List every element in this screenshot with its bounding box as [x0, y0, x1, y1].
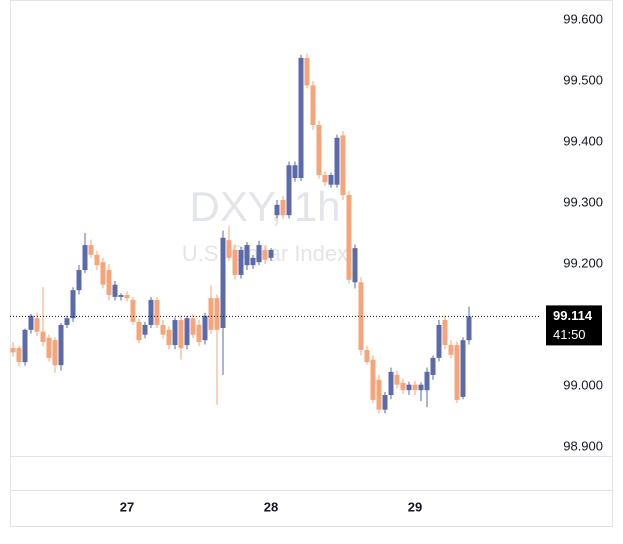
candle-body [46, 337, 52, 358]
candle-body [466, 316, 472, 341]
y-tick-label: 99.600 [563, 12, 603, 27]
candle-body [442, 320, 448, 346]
candle-body [148, 299, 154, 325]
candle-body [94, 254, 100, 266]
candle-body [250, 257, 256, 266]
y-tick-label: 99.500 [563, 73, 603, 88]
candle-body [394, 374, 400, 385]
candle-body [82, 245, 88, 271]
candle-body [28, 315, 34, 330]
candle-body [412, 384, 418, 391]
candle-body [460, 340, 466, 397]
candle-body [256, 245, 262, 263]
y-tick-label: 99.400 [563, 133, 603, 148]
watermark-title: DXY, 1h [190, 183, 341, 230]
candle-body [268, 249, 274, 258]
candle-body [406, 384, 412, 391]
candle-body [202, 315, 208, 341]
candle-body [70, 290, 76, 319]
candle-body [214, 298, 220, 330]
candle-body [40, 331, 46, 342]
candle-body [274, 204, 280, 216]
candle-body [190, 318, 196, 335]
candle-body [424, 371, 430, 391]
candle-body [52, 340, 58, 366]
candle-body [160, 324, 166, 335]
candle-body [316, 124, 322, 175]
candle-body [142, 324, 148, 335]
candle-body [154, 299, 160, 325]
candle-body [22, 329, 28, 363]
candle-body [100, 262, 106, 285]
candle-body [196, 324, 202, 342]
candle-body [34, 318, 40, 332]
candle-body [376, 379, 382, 410]
candle-body [370, 359, 376, 400]
candle-body [16, 348, 22, 363]
candle-body [400, 382, 406, 391]
candle-body [346, 195, 352, 280]
candle-body [172, 320, 178, 346]
candle-body [430, 357, 436, 375]
candle-body [340, 135, 346, 196]
last-price-box [546, 305, 602, 346]
candle-body [328, 174, 334, 185]
candle-body [166, 329, 172, 346]
x-tick-label: 27 [120, 499, 134, 514]
candle-body [76, 270, 82, 291]
candle-body [184, 318, 190, 346]
candle-body [220, 237, 226, 328]
x-tick-label: 29 [408, 499, 422, 514]
candle-body [298, 57, 304, 179]
candle-body [238, 249, 244, 275]
candle-body [124, 295, 130, 299]
x-tick-label: 28 [264, 499, 278, 514]
candle-body [58, 324, 64, 366]
candle-body [130, 299, 136, 322]
candle-body [244, 245, 250, 266]
candle-body [436, 324, 442, 358]
candle-body [136, 321, 142, 341]
y-tick-label: 99.000 [563, 377, 603, 392]
candle-body [64, 318, 70, 325]
candle-body [448, 345, 454, 355]
candle-body [178, 320, 184, 349]
candle-body [118, 295, 124, 297]
candle-body [226, 240, 232, 258]
y-tick-label: 99.300 [563, 194, 603, 209]
candle-body [388, 371, 394, 396]
candle-body [112, 284, 118, 297]
y-tick-label: 99.200 [563, 255, 603, 270]
candle-body [262, 249, 268, 260]
last-price-label: 99.114 [553, 308, 593, 323]
candle-body [454, 345, 460, 400]
candle-body [10, 348, 16, 353]
candle-body [292, 165, 298, 179]
candle-body [232, 249, 238, 275]
y-tick-label: 98.900 [563, 438, 603, 453]
candle-body [322, 174, 328, 183]
candle-body [280, 199, 286, 216]
candle-body [208, 298, 214, 330]
candle-body [304, 57, 310, 86]
candle-body [310, 85, 316, 125]
candle-body [334, 137, 340, 185]
candle-body [352, 248, 358, 283]
candle-body [418, 384, 424, 391]
candle-body [382, 395, 388, 410]
countdown: 41:50 [553, 327, 586, 342]
candle-body [106, 270, 112, 296]
frame [10, 0, 613, 527]
candle-body [286, 165, 292, 216]
candle-body [364, 349, 370, 363]
candle-body [88, 245, 94, 255]
